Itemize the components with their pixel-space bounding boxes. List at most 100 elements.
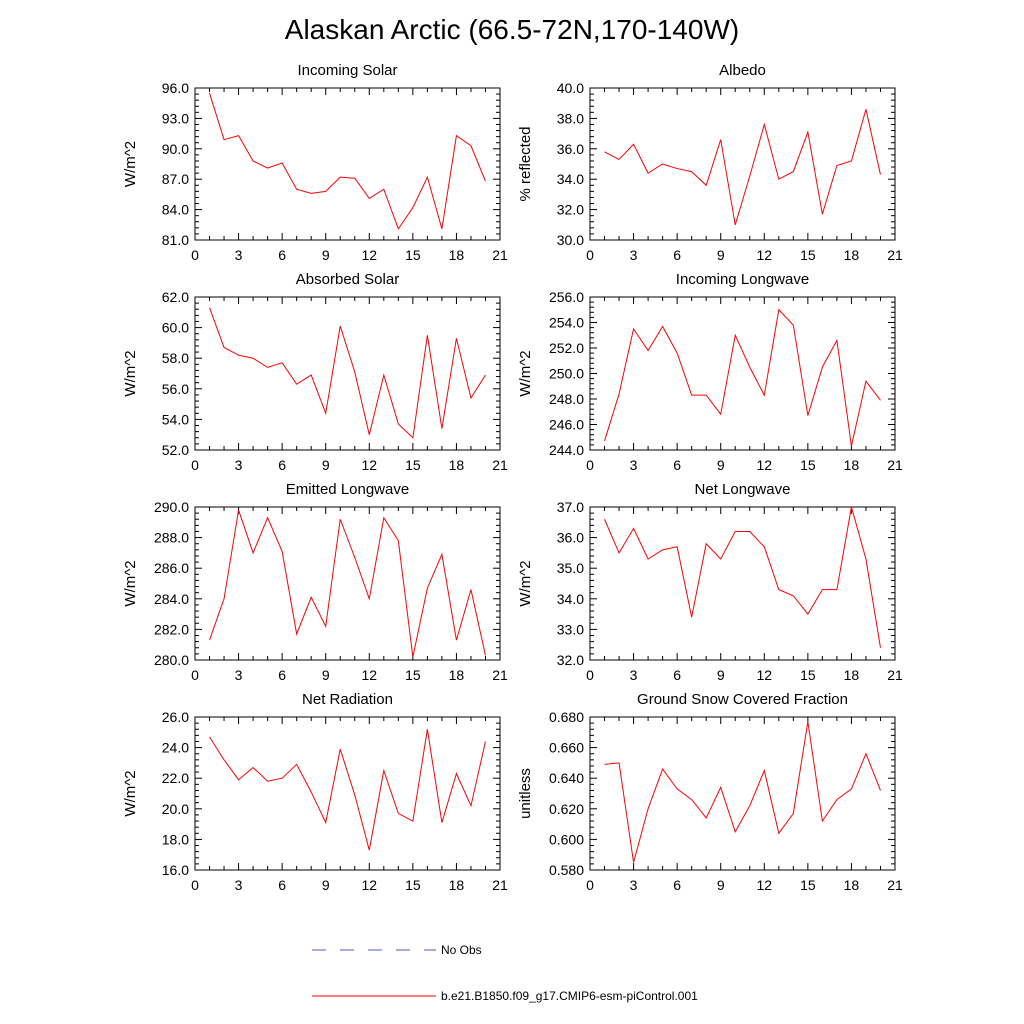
ground-snow-covered-fraction-series-line [604,721,881,863]
absorbed-solar-chart: 0 3 6 9 12 15 18 21 52.0 54.0 56.0 58.0 60.0 62.0 Abso… [122,271,508,473]
x-tick-label: 12 [361,667,377,683]
y-tick-label: 34.0 [557,591,584,607]
emitted-longwave-title: Emitted Longwave [286,481,409,498]
x-tick-label: 18 [844,457,860,473]
x-tick-label: 15 [800,877,816,893]
y-tick-label: 254.0 [549,315,584,331]
x-tick-label: 9 [717,247,725,263]
x-tick-label: 18 [844,667,860,683]
y-tick-label: 33.0 [557,621,584,637]
x-tick-label: 21 [492,247,508,263]
incoming-solar-ylabel: W/m^2 [122,141,139,187]
x-tick-label: 6 [278,667,286,683]
x-tick-label: 12 [756,457,772,473]
y-tick-label: 250.0 [549,366,584,382]
y-tick-label: 246.0 [549,417,584,433]
incoming-solar-title: Incoming Solar [297,62,397,79]
x-tick-label: 3 [235,457,243,473]
y-tick-label: 90.0 [162,141,189,157]
net-radiation-title: Net Radiation [302,691,393,708]
incoming-solar-frame [194,87,501,241]
y-tick-label: 0.640 [549,770,584,786]
albedo-chart: 0 3 6 9 12 15 18 21 30.0 32.0 34.0 36.0 38.0 40.0 Albe… [517,62,903,263]
net-longwave-ylabel: W/m^2 [517,560,534,606]
emitted-longwave-ylabel: W/m^2 [122,560,139,606]
x-tick-label: 0 [191,667,199,683]
y-tick-label: 54.0 [162,411,189,427]
y-tick-label: 24.0 [162,740,189,756]
x-tick-label: 18 [844,247,860,263]
y-tick-label: 284.0 [154,591,189,607]
net-longwave-series-line [604,506,881,648]
albedo-series-line [604,109,881,225]
x-tick-label: 0 [191,877,199,893]
x-tick-label: 15 [405,247,421,263]
emitted-longwave-chart: 0 3 6 9 12 15 18 21 280.0 282.0 284.0 286.0 288.0 290… [122,481,508,683]
absorbed-solar-series-line [209,307,486,439]
x-tick-label: 9 [322,667,330,683]
y-tick-label: 0.600 [549,831,584,847]
y-tick-label: 32.0 [557,652,584,668]
x-tick-label: 3 [630,457,638,473]
net-radiation-series-line [209,729,486,851]
x-tick-label: 18 [844,877,860,893]
x-tick-label: 21 [887,877,903,893]
y-tick-label: 35.0 [557,560,584,576]
x-tick-label: 0 [586,457,594,473]
y-tick-label: 62.0 [162,289,189,305]
x-tick-label: 12 [361,877,377,893]
ground-snow-covered-fraction-title: Ground Snow Covered Fraction [637,691,848,708]
net-longwave-chart: 0 3 6 9 12 15 18 21 32.0 33.0 34.0 35.0 36.0 37.0 Net … [517,481,903,683]
y-tick-label: 32.0 [557,202,584,218]
x-tick-label: 6 [278,247,286,263]
x-tick-label: 9 [322,457,330,473]
y-tick-label: 36.0 [557,141,584,157]
x-tick-label: 9 [717,457,725,473]
y-tick-label: 81.0 [162,232,189,248]
y-tick-label: 0.620 [549,801,584,817]
chart-panels: 0 3 6 9 12 15 18 21 81.0 84.0 87.0 90.0 93.0 96.0 Inco… [122,62,903,893]
y-tick-label: 34.0 [557,171,584,187]
y-tick-label: 244.0 [549,442,584,458]
y-tick-label: 286.0 [154,560,189,576]
y-tick-label: 0.680 [549,709,584,725]
absorbed-solar-title: Absorbed Solar [296,271,399,288]
y-tick-label: 52.0 [162,442,189,458]
albedo-frame [589,87,896,241]
x-tick-label: 3 [235,877,243,893]
x-tick-label: 0 [191,247,199,263]
y-tick-label: 56.0 [162,381,189,397]
x-tick-label: 18 [449,247,465,263]
x-tick-label: 15 [405,877,421,893]
net-radiation-frame [194,716,501,871]
x-tick-label: 21 [492,457,508,473]
net-radiation-chart: 0 3 6 9 12 15 18 21 16.0 18.0 20.0 22.0 24.0 26.0 Net … [122,691,508,893]
x-tick-label: 15 [800,667,816,683]
x-tick-label: 15 [405,667,421,683]
incoming-longwave-ylabel: W/m^2 [517,350,534,396]
y-tick-label: 37.0 [557,499,584,515]
x-tick-label: 6 [278,877,286,893]
legend-label-0: No Obs [441,943,482,957]
emitted-longwave-series-line [209,509,486,658]
net-longwave-title: Net Longwave [695,481,791,498]
x-tick-label: 21 [887,457,903,473]
y-tick-label: 280.0 [154,652,189,668]
y-tick-label: 22.0 [162,770,189,786]
y-tick-label: 96.0 [162,80,189,96]
x-tick-label: 21 [887,247,903,263]
legend-label-1: b.e21.B1850.f09_g17.CMIP6-esm-piControl.… [441,989,698,1003]
x-tick-label: 12 [756,247,772,263]
ground-snow-covered-fraction-chart: 0 3 6 9 12 15 18 21 0.580 0.600 0.620 0.640 0.660 0.6… [517,691,903,893]
albedo-ylabel: % reflected [517,126,534,201]
y-tick-label: 38.0 [557,110,584,126]
x-tick-label: 15 [800,457,816,473]
x-tick-label: 12 [756,877,772,893]
x-tick-label: 6 [278,457,286,473]
incoming-longwave-chart: 0 3 6 9 12 15 18 21 244.0 246.0 248.0 250.0 252.0 254… [517,271,903,473]
y-tick-label: 58.0 [162,350,189,366]
x-tick-label: 9 [322,247,330,263]
legend: No Obs b.e21.B1850.f09_g17.CMIP6-esm-piCo… [312,943,698,1003]
y-tick-label: 26.0 [162,709,189,725]
